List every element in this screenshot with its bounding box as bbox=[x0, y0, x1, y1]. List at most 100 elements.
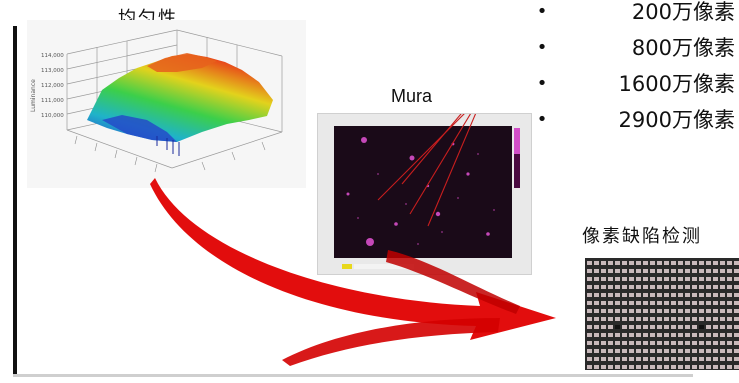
pixel-cell bbox=[664, 365, 669, 369]
pixel-cell bbox=[615, 341, 620, 345]
pixel-cell bbox=[699, 285, 704, 289]
pixel-cell bbox=[727, 285, 732, 289]
pixel-cell bbox=[692, 325, 697, 329]
pixel-cell bbox=[685, 285, 690, 289]
pixel-cell bbox=[650, 341, 655, 345]
pixel-cell bbox=[678, 293, 683, 297]
pixel-cell bbox=[671, 317, 676, 321]
pixel-cell bbox=[706, 285, 711, 289]
pixel-cell bbox=[734, 277, 739, 281]
pixel-cell bbox=[664, 341, 669, 345]
pixel-cell bbox=[734, 309, 739, 313]
pixel-cell bbox=[678, 285, 683, 289]
pixel-cell bbox=[706, 261, 711, 265]
mura-heatmap bbox=[317, 113, 532, 275]
pixel-cell bbox=[587, 317, 592, 321]
pixel-cell bbox=[622, 333, 627, 337]
pixel-cell bbox=[650, 349, 655, 353]
pixel-cell bbox=[650, 301, 655, 305]
pixel-cell bbox=[678, 357, 683, 361]
pixel-cell bbox=[594, 261, 599, 265]
pixel-cell bbox=[587, 301, 592, 305]
pixel-cell bbox=[699, 357, 704, 361]
pixel-cell bbox=[692, 349, 697, 353]
pixel-cell bbox=[678, 325, 683, 329]
pixel-cell bbox=[727, 293, 732, 297]
pixel-cell bbox=[713, 365, 718, 369]
pixel-cell bbox=[594, 301, 599, 305]
pixel-cell bbox=[706, 309, 711, 313]
pixel-cell bbox=[622, 285, 627, 289]
pixel-cell bbox=[657, 349, 662, 353]
pixel-cell bbox=[720, 365, 725, 369]
pixel-cell bbox=[594, 365, 599, 369]
pixel-cell bbox=[629, 317, 634, 321]
pixel-cell bbox=[608, 341, 613, 345]
pixel-cell bbox=[699, 333, 704, 337]
pixel-cell bbox=[713, 269, 718, 273]
pixel-cell bbox=[713, 333, 718, 337]
pixel-cell bbox=[713, 301, 718, 305]
pixel-cell bbox=[636, 261, 641, 265]
pixel-cell bbox=[713, 277, 718, 281]
pixel-cell bbox=[671, 285, 676, 289]
pixel-cell bbox=[643, 357, 648, 361]
pixel-cell bbox=[650, 261, 655, 265]
pixel-cell bbox=[594, 293, 599, 297]
pixel-cell bbox=[594, 285, 599, 289]
pixel-cell bbox=[594, 309, 599, 313]
pixel-cell bbox=[615, 301, 620, 305]
pixel-cell bbox=[678, 309, 683, 313]
pixel-cell bbox=[636, 349, 641, 353]
pixel-cell bbox=[664, 301, 669, 305]
pixel-cell bbox=[734, 269, 739, 273]
pixel-cell bbox=[734, 301, 739, 305]
pixel-cell bbox=[636, 277, 641, 281]
pixel-cell bbox=[727, 309, 732, 313]
pixel-cell bbox=[699, 317, 704, 321]
pixel-cell bbox=[657, 309, 662, 313]
pixel-cell bbox=[706, 357, 711, 361]
pixel-cell bbox=[601, 365, 606, 369]
pixel-cell bbox=[706, 333, 711, 337]
pixel-cell bbox=[650, 365, 655, 369]
pixel-cell bbox=[678, 261, 683, 265]
pixel-cell bbox=[664, 333, 669, 337]
pixel-cell bbox=[727, 333, 732, 337]
pixel-cell bbox=[657, 301, 662, 305]
pixel-cell bbox=[692, 285, 697, 289]
pixel-cell bbox=[706, 325, 711, 329]
pixel-cell bbox=[720, 325, 725, 329]
pixel-cell bbox=[643, 277, 648, 281]
pixel-cell bbox=[685, 333, 690, 337]
pixel-cell bbox=[594, 349, 599, 353]
pixel-cell bbox=[692, 261, 697, 265]
pixel-cell bbox=[587, 269, 592, 273]
pixel-cell bbox=[706, 349, 711, 353]
pixel-cell bbox=[685, 365, 690, 369]
pixel-cell bbox=[601, 277, 606, 281]
pixel-cell bbox=[636, 309, 641, 313]
surface-plot-graphic: 114,000 113,000 112,000 111,000 110,000 … bbox=[30, 29, 283, 173]
pixel-cell bbox=[594, 333, 599, 337]
pixel-cell bbox=[664, 349, 669, 353]
pixel-grid-graphic bbox=[587, 261, 739, 369]
pixel-cell bbox=[594, 325, 599, 329]
pixel-cell bbox=[608, 309, 613, 313]
pixel-cell bbox=[734, 349, 739, 353]
pixel-cell bbox=[615, 357, 620, 361]
pixel-cell bbox=[685, 293, 690, 297]
arrow-lower bbox=[282, 318, 500, 366]
pixel-cell bbox=[699, 309, 704, 313]
pixel-cell bbox=[622, 341, 627, 345]
pixel-cell bbox=[657, 277, 662, 281]
pixel-cell bbox=[622, 317, 627, 321]
pixel-cell bbox=[601, 341, 606, 345]
pixel-cell bbox=[734, 341, 739, 345]
pixel-cell bbox=[608, 293, 613, 297]
pixel-cell bbox=[671, 349, 676, 353]
pixel-cell bbox=[720, 333, 725, 337]
pixel-cell bbox=[650, 269, 655, 273]
pixel-cell bbox=[678, 301, 683, 305]
pixel-cell bbox=[643, 269, 648, 273]
